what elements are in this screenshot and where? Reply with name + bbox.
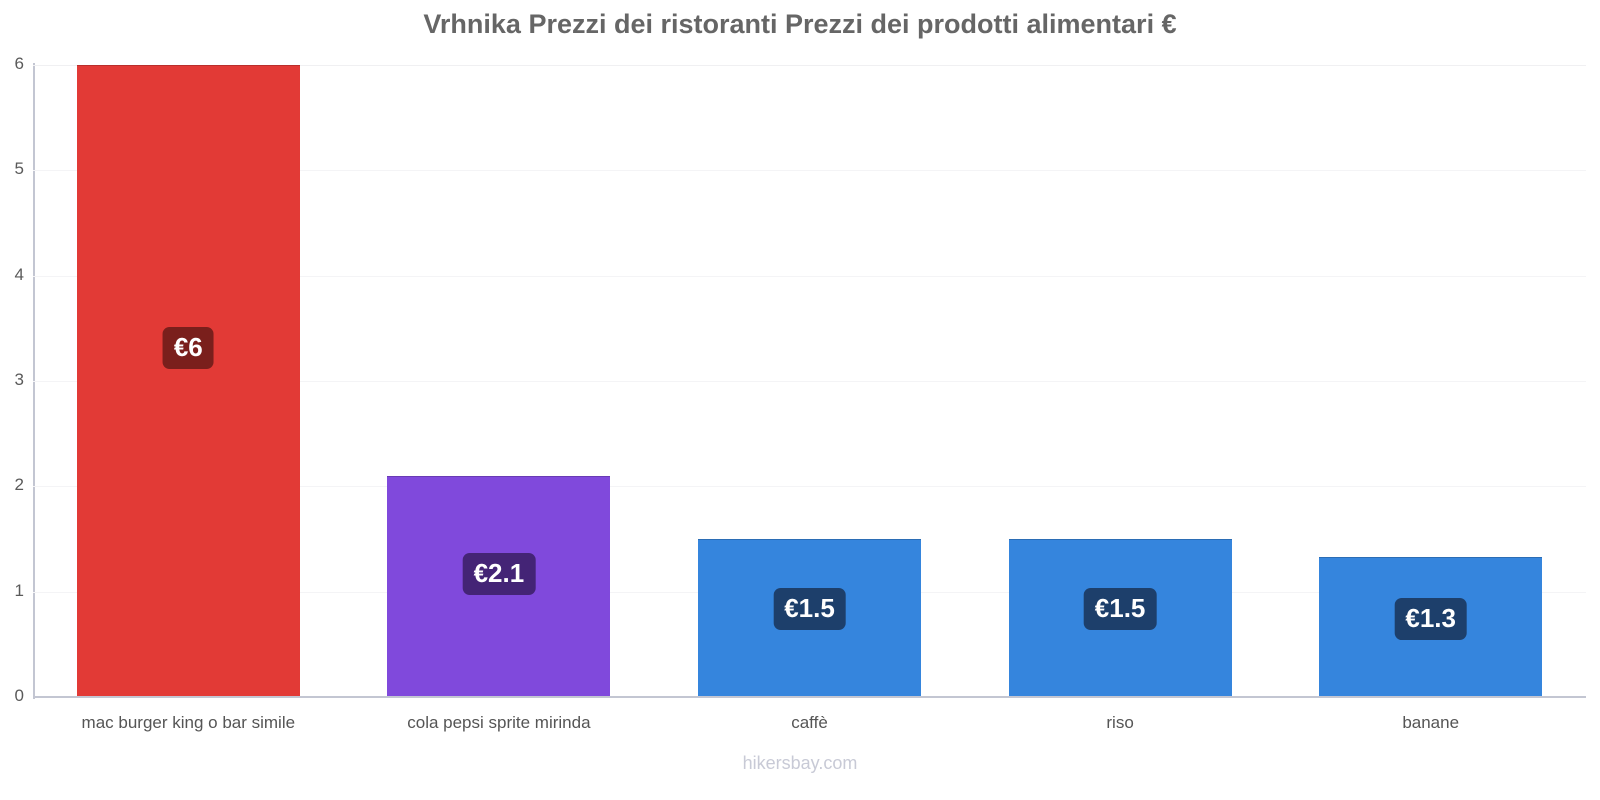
x-tick-label: banane — [1402, 713, 1460, 732]
y-tick-label: 1 — [14, 580, 24, 600]
bar-value-label: €1.3 — [1394, 597, 1467, 640]
x-tick-label: cola pepsi sprite mirinda — [407, 713, 591, 732]
gridline — [33, 275, 1586, 277]
x-tick-label: riso — [1106, 713, 1134, 732]
y-tick-label: 3 — [14, 370, 24, 389]
y-tick-label: 6 — [14, 54, 24, 73]
y-tick-label: 2 — [14, 475, 24, 495]
bar-value-label: €1.5 — [1083, 588, 1157, 631]
bar-value-label: €2.1 — [462, 553, 536, 596]
bar-value-label: €1.5 — [773, 588, 846, 631]
chart-title: Vrhnika Prezzi dei ristoranti Prezzi dei… — [423, 9, 1177, 39]
gridline — [33, 381, 1586, 382]
gridline — [33, 486, 1586, 488]
watermark-label: hikersbay.com — [742, 753, 858, 773]
y-tick-label: 4 — [14, 264, 24, 284]
gridline — [33, 170, 1586, 172]
bar-value-label: €6 — [162, 327, 214, 370]
y-tick-label: 5 — [14, 159, 24, 179]
x-axis-baseline — [33, 696, 1586, 698]
bar[interactable] — [76, 65, 300, 697]
x-tick-label: mac burger king o bar simile — [81, 713, 296, 732]
x-tick-label: caffè — [791, 713, 828, 732]
gridline — [33, 65, 1586, 66]
y-tick-label: 0 — [14, 686, 24, 705]
